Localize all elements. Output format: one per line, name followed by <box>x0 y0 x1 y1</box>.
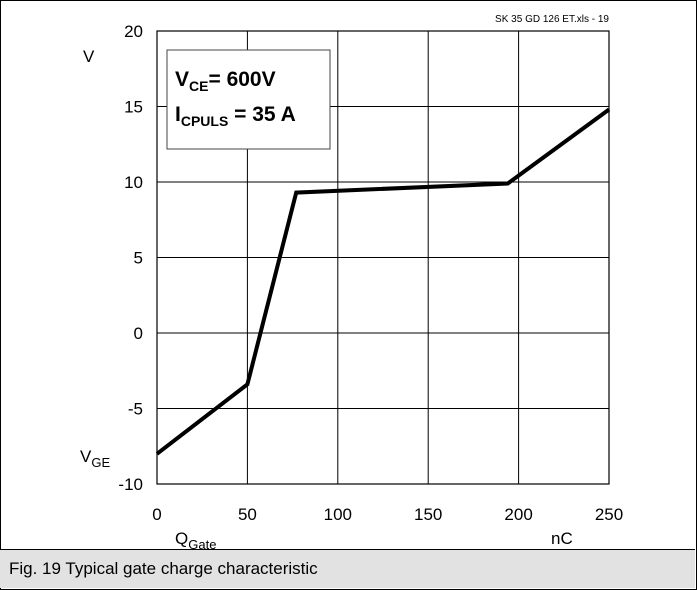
figure-caption: Fig. 19 Typical gate charge characterist… <box>0 549 695 588</box>
y-tick-label-6: 20 <box>124 22 143 41</box>
x-tick-label-0: 0 <box>152 505 161 524</box>
y-tick-label-5: 15 <box>124 98 143 117</box>
x-axis-label: QGate <box>175 529 216 549</box>
x-tick-label-1: 50 <box>238 505 257 524</box>
x-tick-label-4: 200 <box>504 505 532 524</box>
y-axis-unit: V <box>83 47 95 66</box>
x-tick-label-5: 250 <box>595 505 623 524</box>
y-tick-label-3: 5 <box>134 249 143 268</box>
y-tick-label-0: -10 <box>118 475 143 494</box>
gate-charge-chart: 0 50 100 150 200 250 -10 -5 0 5 10 15 20 SK 35 GD 12… <box>80 14 623 549</box>
y-tick-label-4: 10 <box>124 173 143 192</box>
y-axis-label: VGE <box>80 447 110 470</box>
file-reference: SK 35 GD 126 ET.xls - 19 <box>495 14 609 25</box>
x-tick-label-2: 100 <box>324 505 352 524</box>
y-tick-label-1: -5 <box>128 400 143 419</box>
x-tick-label-3: 150 <box>414 505 442 524</box>
condition-vce: VCE= 600V <box>175 68 276 94</box>
series-line-vge <box>155 107 611 456</box>
conditions-box: VCE= 600V ICPULS = 35 A <box>166 49 331 150</box>
plot-area-border <box>156 30 610 485</box>
x-axis-unit: nC <box>551 529 573 548</box>
condition-icpuls: ICPULS = 35 A <box>175 103 296 129</box>
y-tick-label-2: 0 <box>134 324 143 343</box>
